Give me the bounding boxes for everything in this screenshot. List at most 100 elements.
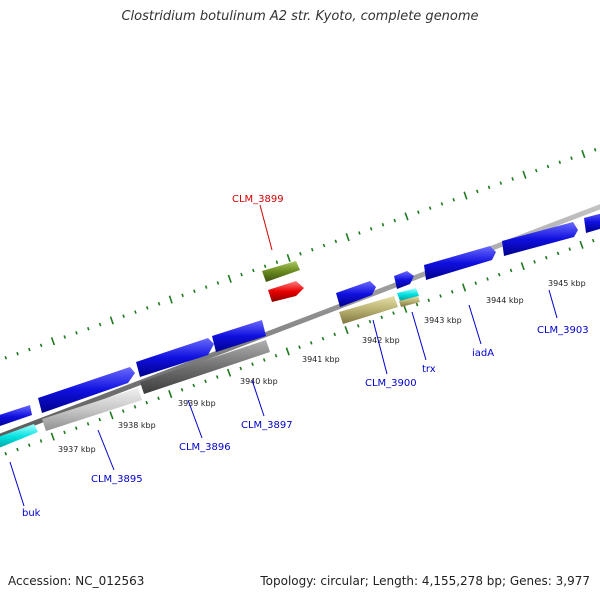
minor-tick <box>298 345 301 349</box>
minor-tick <box>356 324 360 328</box>
major-tick <box>581 149 586 159</box>
minor-tick <box>28 347 31 352</box>
gene-label-clm-3896: CLM_3896 <box>179 442 231 453</box>
minor-tick <box>369 227 373 231</box>
minor-tick <box>98 417 102 422</box>
pseudogene-feature <box>42 388 142 431</box>
minor-tick <box>252 268 255 273</box>
minor-tick <box>299 252 302 256</box>
label-leaders <box>9 204 558 507</box>
major-tick <box>168 390 173 399</box>
minor-tick <box>544 255 548 260</box>
scale-label: 3945 kbp <box>548 279 586 288</box>
minor-tick <box>157 396 160 401</box>
leader-line <box>251 379 265 417</box>
trna-feature <box>0 424 38 448</box>
scale-label: 3938 kbp <box>118 421 156 430</box>
scale-label: 3943 kbp <box>424 316 462 325</box>
minor-tick <box>415 302 419 307</box>
minor-tick <box>381 222 385 227</box>
cds-feature <box>584 213 600 233</box>
minor-tick <box>452 197 455 202</box>
minor-tick <box>204 285 208 289</box>
minor-tick <box>274 353 278 358</box>
leader-line <box>259 204 273 251</box>
major-tick <box>404 212 409 221</box>
cds-feature <box>212 320 266 352</box>
minor-tick <box>556 251 560 256</box>
minor-tick <box>180 388 184 392</box>
minor-tick <box>322 243 326 248</box>
major-tick <box>520 262 525 271</box>
gene-label-iada: iadA <box>472 348 494 359</box>
leader-line <box>411 311 427 361</box>
scale-label: 3944 kbp <box>486 296 524 305</box>
minor-tick <box>121 409 125 413</box>
major-tick <box>345 233 350 242</box>
minor-tick <box>63 430 66 435</box>
minor-tick <box>497 272 501 277</box>
minor-tick <box>591 238 595 243</box>
minor-tick <box>4 356 8 360</box>
minor-tick <box>417 210 420 214</box>
gene-label-buk: buk <box>22 508 41 519</box>
minor-tick <box>63 335 67 339</box>
minor-tick <box>181 293 184 298</box>
minor-tick <box>86 422 90 426</box>
minor-tick <box>263 264 267 269</box>
minor-tick <box>393 218 397 223</box>
gene-label-clm-3895: CLM_3895 <box>91 474 143 485</box>
leader-line <box>9 461 25 507</box>
minor-tick <box>476 189 479 194</box>
minor-tick <box>145 400 149 405</box>
minor-tick <box>16 447 19 452</box>
minor-tick <box>499 181 503 185</box>
minor-tick <box>474 281 478 285</box>
leader-line <box>548 289 558 319</box>
cds-feature <box>38 367 135 413</box>
cds-feature <box>502 222 578 256</box>
minor-tick <box>368 319 372 324</box>
gene-label-trx: trx <box>422 364 436 375</box>
minor-tick <box>568 247 572 251</box>
minor-tick <box>87 326 90 331</box>
major-tick <box>463 191 468 200</box>
minor-tick <box>251 362 254 366</box>
trna-feature <box>397 288 419 301</box>
major-tick <box>286 253 291 263</box>
major-tick <box>579 240 584 249</box>
major-tick <box>226 368 232 377</box>
major-tick <box>109 411 114 420</box>
major-tick <box>403 304 408 313</box>
cds-feature <box>136 338 214 377</box>
major-tick <box>109 316 114 325</box>
pseudogene-feature <box>399 296 420 307</box>
scale-label: 3942 kbp <box>362 336 400 345</box>
cds-feature <box>394 271 414 289</box>
cds-feature <box>336 281 376 307</box>
major-tick <box>227 274 232 283</box>
minor-tick <box>240 272 243 277</box>
minor-tick <box>310 247 314 252</box>
minor-tick <box>487 185 491 190</box>
minor-tick <box>334 239 338 244</box>
gene-labels: CLM_3899 CLM_3903 iadA trx CLM_3900 CLM_… <box>22 194 589 519</box>
scale-label: 3939 kbp <box>178 399 216 408</box>
minor-tick <box>134 310 137 314</box>
minor-tick <box>39 343 43 348</box>
outer-tick-track <box>4 148 597 360</box>
minor-tick <box>321 336 325 341</box>
minor-tick <box>4 451 8 456</box>
minor-tick <box>193 289 196 294</box>
gene-label-clm-3899: CLM_3899 <box>232 194 284 205</box>
minor-tick <box>157 301 161 306</box>
forward-strand-features <box>0 213 600 426</box>
major-tick <box>50 337 56 346</box>
major-tick <box>168 295 173 304</box>
minor-tick <box>204 379 207 384</box>
accession-label: Accession: NC_012563 <box>8 574 145 588</box>
minor-tick <box>558 160 562 165</box>
minor-tick <box>333 332 337 337</box>
minor-tick <box>428 206 432 210</box>
